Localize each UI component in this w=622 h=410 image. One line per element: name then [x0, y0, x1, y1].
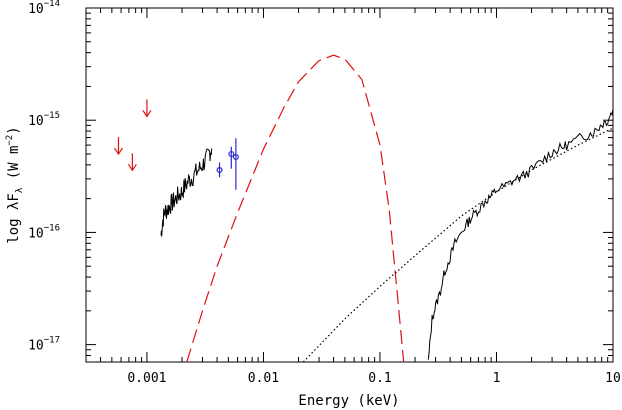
x-tick-marks — [85, 8, 614, 362]
x-tick-label: 10 — [605, 371, 621, 386]
y-tick-exponent: −14 — [44, 0, 60, 9]
y-axis-label-units: (W m — [6, 146, 22, 188]
optical-spectrum-line — [160, 148, 213, 237]
y-axis-label-units-exponent: −2 — [5, 135, 15, 146]
powerlaw-model-curve — [302, 127, 613, 362]
y-axis-label-units-close: ) — [6, 126, 22, 134]
uv-data-point — [228, 150, 235, 157]
series-layer — [113, 54, 613, 362]
y-tick-mantissa: 10 — [28, 339, 44, 354]
y-tick-label: 10−14 — [28, 0, 60, 17]
x-axis-label: Energy (keV) — [298, 393, 399, 409]
uv-data-point — [216, 166, 223, 173]
blackbody-model-curve — [186, 54, 405, 362]
xray-spectrum-line — [427, 109, 613, 360]
y-tick-marks — [86, 7, 613, 363]
plot-frame — [85, 7, 614, 363]
x-tick-label: 1 — [493, 371, 501, 386]
x-tick-label: 0.1 — [368, 371, 391, 386]
y-tick-exponent: −15 — [44, 111, 60, 121]
upper-limit-arrow-head — [127, 164, 137, 172]
uv-data-point — [232, 153, 239, 160]
y-tick-mantissa: 10 — [28, 114, 44, 129]
upper-limit-arrow-head — [142, 110, 152, 118]
y-axis-label-prefix: log λF — [6, 193, 22, 244]
y-tick-mantissa: 10 — [28, 2, 44, 17]
x-tick-labels: 0.001 0.01 0.1 1 10 — [127, 371, 620, 386]
y-tick-label: 10−16 — [28, 223, 60, 241]
y-axis-label-subscript: λ — [15, 187, 25, 193]
upper-limit-arrow-head — [113, 147, 123, 156]
x-tick-label: 0.01 — [248, 371, 279, 386]
y-tick-exponent: −17 — [44, 336, 60, 346]
x-tick-label: 0.001 — [127, 371, 166, 386]
y-axis-label: log λFλ (W m−2) — [5, 126, 25, 243]
y-tick-label: 10−17 — [28, 336, 60, 354]
y-tick-mantissa: 10 — [28, 226, 44, 241]
y-tick-label: 10−15 — [28, 111, 60, 129]
y-tick-exponent: −16 — [44, 223, 60, 233]
